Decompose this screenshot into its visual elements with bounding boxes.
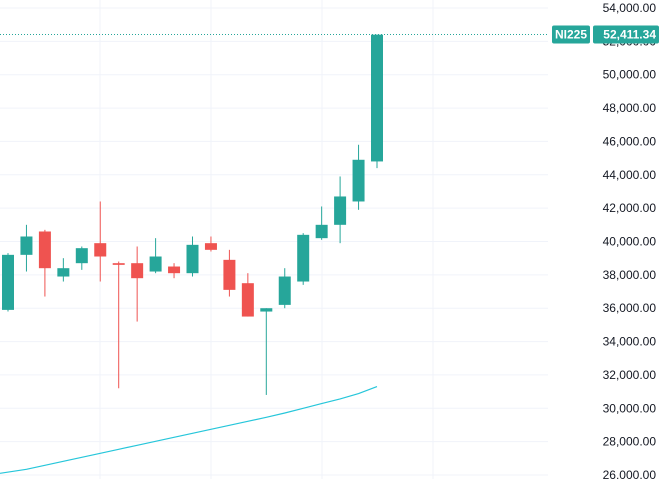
candle-body (278, 276, 291, 305)
symbol-label: NI225 (555, 27, 587, 41)
candle-down[interactable] (241, 273, 254, 317)
candle-body (75, 248, 88, 264)
y-tick-label: 42,000.00 (603, 201, 657, 215)
candles-series (2, 34, 383, 395)
candle-down[interactable] (94, 201, 107, 282)
candle-up[interactable] (260, 308, 273, 395)
candle-down[interactable] (168, 263, 181, 279)
candle-down[interactable] (131, 246, 144, 322)
last-price-badge: NI225 52,411.34 (552, 25, 659, 44)
symbol-badge-bg (552, 25, 590, 44)
price-axis[interactable]: 26,000.00 28,000.00 30,000.00 32,000.00 34,0… (603, 1, 657, 479)
candle-body (20, 236, 33, 255)
candle-body (204, 243, 217, 250)
candle-body (2, 254, 14, 310)
candle-body (112, 263, 125, 265)
candle-down[interactable] (112, 261, 125, 389)
candle-up[interactable] (334, 176, 347, 244)
candle-up[interactable] (371, 34, 383, 169)
candle-body (94, 243, 107, 257)
candle-body (57, 268, 70, 277)
candle-body (131, 263, 144, 279)
candle-body (38, 231, 51, 269)
candle-up[interactable] (2, 253, 14, 312)
candle-up[interactable] (297, 233, 310, 285)
candle-body (241, 283, 254, 317)
moving-average-line (0, 386, 378, 474)
candle-body (186, 244, 199, 274)
moving-average-series (0, 386, 378, 474)
y-tick-label: 38,000.00 (603, 268, 657, 282)
candle-up[interactable] (352, 144, 365, 210)
candle-body (334, 196, 347, 225)
candle-down[interactable] (204, 236, 217, 252)
candle-up[interactable] (75, 246, 88, 270)
last-price-label: 52,411.34 (603, 27, 656, 41)
candle-body (223, 259, 236, 290)
y-tick-label: 48,000.00 (603, 101, 657, 115)
candle-up[interactable] (20, 224, 33, 272)
candle-up[interactable] (57, 258, 70, 282)
y-tick-label: 34,000.00 (603, 335, 657, 349)
y-tick-label: 44,000.00 (603, 168, 657, 182)
candle-down[interactable] (223, 249, 236, 297)
price-badge-bg (593, 25, 659, 44)
y-tick-label: 50,000.00 (603, 68, 657, 82)
candle-body (168, 266, 181, 274)
candle-body (297, 234, 310, 282)
candle-body (149, 256, 162, 272)
candle-body (352, 159, 365, 202)
candle-down[interactable] (38, 229, 51, 297)
y-tick-label: 54,000.00 (603, 1, 657, 15)
candle-up[interactable] (315, 206, 328, 240)
y-tick-label: 30,000.00 (603, 401, 657, 415)
y-tick-label: 46,000.00 (603, 134, 657, 148)
y-tick-label: 28,000.00 (603, 435, 657, 449)
candle-body (260, 308, 273, 312)
candle-up[interactable] (278, 268, 291, 309)
candle-body (371, 34, 383, 162)
grid-lines (0, 0, 548, 479)
candle-up[interactable] (149, 238, 162, 274)
y-tick-label: 32,000.00 (603, 368, 657, 382)
y-tick-label: 26,000.00 (603, 468, 657, 479)
y-tick-label: 40,000.00 (603, 235, 657, 249)
y-tick-label: 36,000.00 (603, 301, 657, 315)
candle-up[interactable] (186, 236, 199, 277)
candle-body (315, 224, 328, 239)
